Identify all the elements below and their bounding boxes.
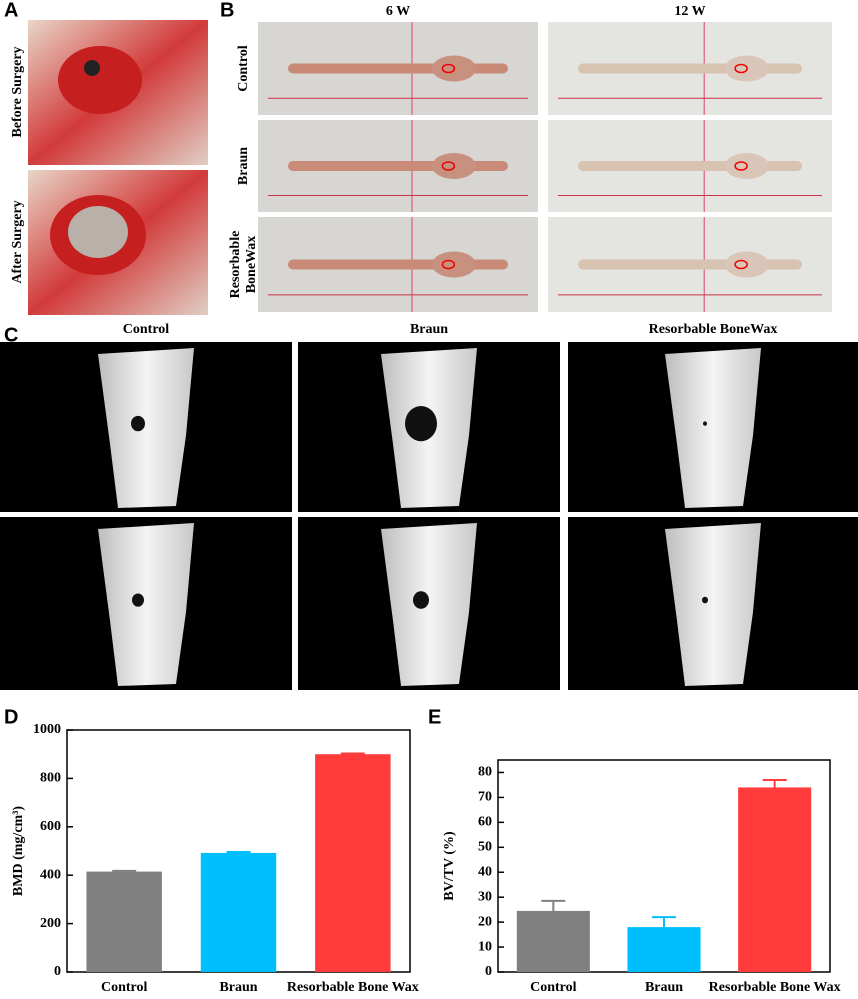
y-tick-label: 0 bbox=[485, 964, 492, 979]
panel-label: C bbox=[4, 324, 18, 346]
y-tick-label: 10 bbox=[478, 939, 492, 954]
y-axis-label: BV/TV (%) bbox=[442, 831, 457, 901]
y-tick-label: 0 bbox=[54, 964, 61, 979]
row-label: After Surgery bbox=[10, 200, 25, 283]
panel-label: E bbox=[428, 706, 441, 728]
y-tick-label: 200 bbox=[40, 916, 61, 931]
bar bbox=[516, 910, 590, 972]
column-label: Control bbox=[123, 322, 170, 337]
error-bar bbox=[762, 778, 787, 788]
y-tick-label: 1000 bbox=[33, 722, 61, 737]
y-tick-label: 40 bbox=[478, 864, 492, 879]
y-axis-label: BMD (mg/cm³) bbox=[11, 806, 26, 896]
y-tick-label: 400 bbox=[40, 867, 61, 882]
y-tick-label: 600 bbox=[40, 819, 61, 834]
row-label: BoneWax bbox=[244, 236, 259, 294]
column-label: Resorbable BoneWax bbox=[649, 322, 778, 337]
x-tick-label: Braun bbox=[219, 980, 257, 995]
y-tick-label: 800 bbox=[40, 771, 61, 786]
panel-label: B bbox=[220, 0, 234, 21]
panel-b-photos bbox=[258, 22, 832, 312]
x-tick-label: Resorbable Bone Wax bbox=[287, 980, 419, 995]
y-tick-label: 70 bbox=[478, 790, 492, 805]
row-label: Resorbable bbox=[228, 231, 243, 299]
x-tick-label: Control bbox=[530, 980, 577, 995]
row-label: 12 W bbox=[4, 588, 19, 619]
row-label: Before Surgery bbox=[10, 46, 25, 137]
y-tick-label: 20 bbox=[478, 914, 492, 929]
bar bbox=[315, 754, 391, 972]
panel-label: A bbox=[4, 0, 18, 21]
column-label: Braun bbox=[410, 322, 448, 337]
x-tick-label: Resorbable Bone Wax bbox=[709, 980, 841, 995]
x-tick-label: Braun bbox=[645, 980, 683, 995]
bar bbox=[738, 787, 812, 972]
bar bbox=[86, 871, 162, 972]
bar bbox=[200, 852, 277, 972]
y-tick-label: 50 bbox=[478, 840, 492, 855]
error-bar bbox=[226, 850, 251, 853]
error-bar bbox=[541, 899, 566, 911]
y-tick-label: 60 bbox=[478, 815, 492, 830]
column-label: 6 W bbox=[386, 4, 410, 19]
x-tick-label: Control bbox=[101, 980, 148, 995]
panel-c-photos bbox=[0, 342, 858, 690]
y-tick-label: 30 bbox=[478, 889, 492, 904]
row-label: Control bbox=[236, 45, 251, 92]
y-tick-label: 80 bbox=[478, 765, 492, 780]
column-label: 12 W bbox=[674, 4, 705, 19]
error-bar bbox=[112, 869, 137, 872]
row-label: Braun bbox=[236, 147, 251, 185]
error-bar bbox=[652, 916, 676, 928]
row-label: 6 W bbox=[4, 415, 19, 439]
panel-label: D bbox=[4, 706, 18, 728]
bar bbox=[627, 927, 701, 972]
error-bar bbox=[340, 752, 365, 755]
panel-a-photos bbox=[28, 20, 208, 315]
